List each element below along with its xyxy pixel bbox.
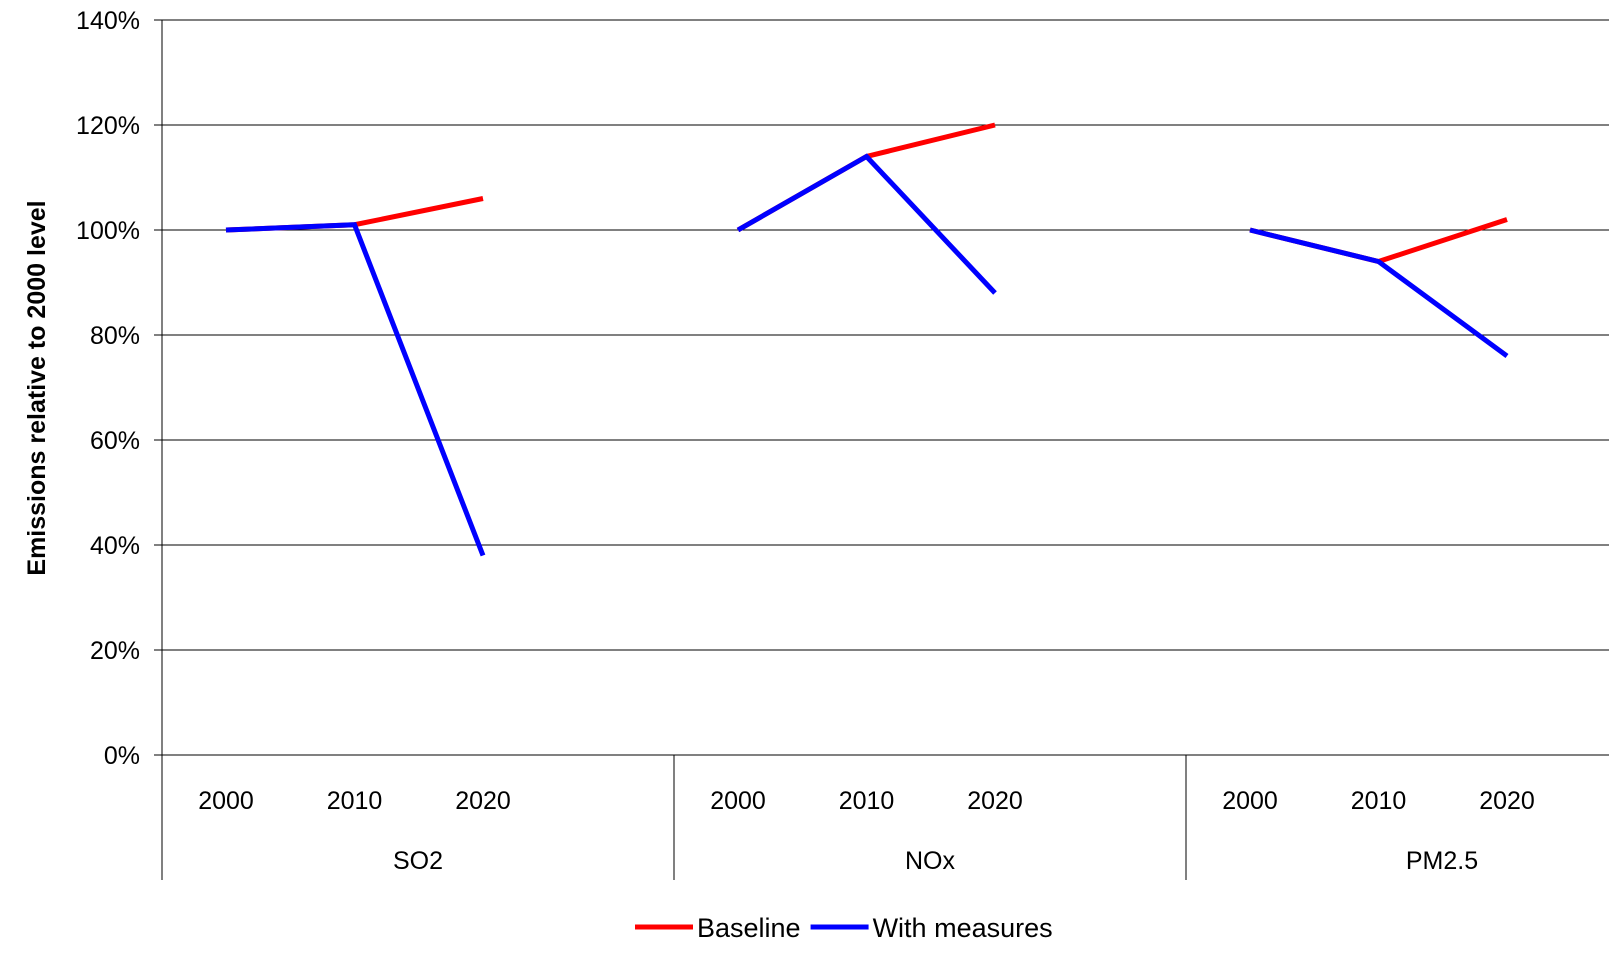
x-tick-label: 2010 [839,787,895,815]
y-tick-label: 140% [76,7,140,35]
y-tick-label: 0% [104,742,140,770]
x-tick-label: 2010 [1351,787,1407,815]
x-tick-label: 2010 [327,787,383,815]
y-tick-label: 20% [90,637,140,665]
group-label: NOx [905,847,956,875]
series-line-with-measures [736,153,997,295]
y-tick-label: 60% [90,427,140,455]
y-tick-label: 40% [90,532,140,560]
y-tick-label: 80% [90,322,140,350]
group-label: SO2 [393,847,443,875]
axes [154,19,1609,880]
tick-labels: 0% 20% 40% 60% 80% 100% 120% 140% 2000 2010 2020 SO… [76,7,1535,875]
y-axis-title: Emissions relative to 2000 level [23,200,51,575]
x-tick-label: 2000 [1222,787,1278,815]
x-tick-label: 2020 [967,787,1023,815]
legend: Baseline With measures [635,913,1053,943]
x-tick-label: 2000 [198,787,254,815]
series-line-baseline [736,122,996,233]
x-tick-label: 2020 [455,787,511,815]
series-line-with-measures [225,222,486,557]
x-tick-label: 2020 [1479,787,1535,815]
gridlines [162,19,1609,651]
legend-label: With measures [873,913,1053,943]
y-tick-label: 100% [76,217,140,245]
x-tick-label: 2000 [710,787,766,815]
legend-label: Baseline [697,913,801,943]
data-series [225,122,1509,557]
group-label: PM2.5 [1406,847,1478,875]
series-line-with-measures [1249,227,1509,359]
y-tick-label: 120% [76,112,140,140]
